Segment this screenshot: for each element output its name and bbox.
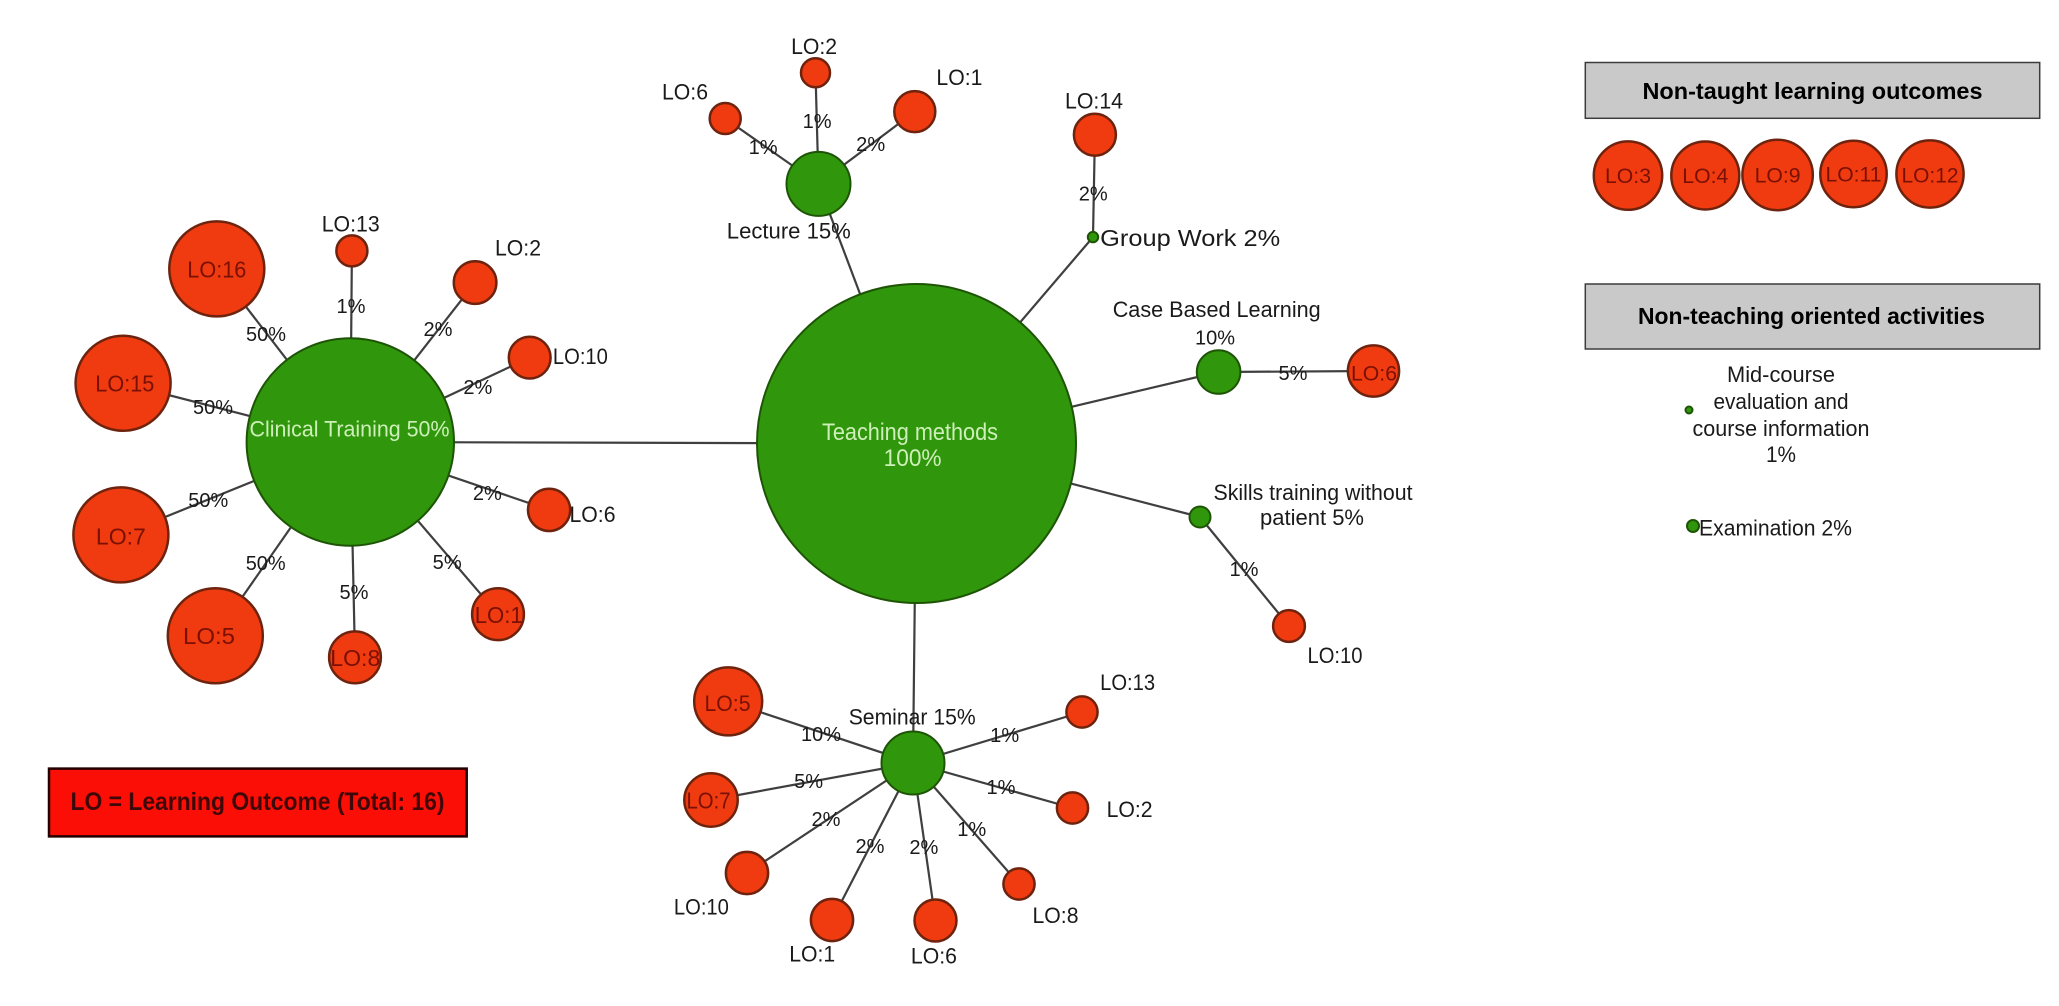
svg-text:Non-teaching oriented activiti: Non-teaching oriented activities xyxy=(1638,303,1985,329)
svg-text:LO:2: LO:2 xyxy=(1107,797,1153,822)
svg-text:50%: 50% xyxy=(246,324,286,346)
svg-text:LO:7: LO:7 xyxy=(96,524,146,550)
svg-text:Case Based Learning: Case Based Learning xyxy=(1113,297,1321,322)
svg-text:2%: 2% xyxy=(463,377,492,399)
svg-text:Non-taught learning outcomes: Non-taught learning outcomes xyxy=(1643,78,1983,104)
svg-text:10%: 10% xyxy=(801,724,841,746)
svg-text:LO:6: LO:6 xyxy=(570,502,616,527)
svg-text:LO:10: LO:10 xyxy=(553,344,608,369)
svg-text:5%: 5% xyxy=(340,582,369,604)
svg-text:LO:9: LO:9 xyxy=(1755,165,1801,188)
svg-text:LO:2: LO:2 xyxy=(791,34,837,59)
svg-text:LO:3: LO:3 xyxy=(1605,165,1651,188)
svg-text:LO:12: LO:12 xyxy=(1902,164,1959,187)
svg-text:1%: 1% xyxy=(1230,559,1259,581)
svg-text:LO:6: LO:6 xyxy=(911,944,957,969)
svg-text:2%: 2% xyxy=(424,319,453,341)
svg-text:50%: 50% xyxy=(193,397,233,419)
svg-text:LO:1: LO:1 xyxy=(936,65,982,90)
svg-text:Seminar 15%: Seminar 15% xyxy=(849,705,976,730)
svg-text:patient 5%: patient 5% xyxy=(1260,505,1364,530)
svg-text:LO = Learning Outcome (Total:: LO = Learning Outcome (Total: 16) xyxy=(71,788,445,816)
svg-text:LO:10: LO:10 xyxy=(1308,643,1363,668)
svg-text:LO:5: LO:5 xyxy=(705,691,751,716)
svg-text:LO:8: LO:8 xyxy=(330,645,380,671)
svg-text:50%: 50% xyxy=(188,490,228,512)
svg-text:2%: 2% xyxy=(909,837,938,859)
svg-text:Clinical Training 50%: Clinical Training 50% xyxy=(250,416,450,441)
svg-text:LO:10: LO:10 xyxy=(674,895,729,920)
svg-text:Teaching methods: Teaching methods xyxy=(822,419,998,446)
svg-text:1%: 1% xyxy=(749,137,778,159)
svg-text:1%: 1% xyxy=(803,111,832,133)
svg-text:Mid-course: Mid-course xyxy=(1727,362,1835,387)
svg-text:5%: 5% xyxy=(794,771,823,793)
svg-text:1%: 1% xyxy=(337,296,366,318)
svg-text:Group Work 2%: Group Work 2% xyxy=(1100,225,1280,251)
svg-text:LO:13: LO:13 xyxy=(322,212,380,237)
svg-text:100%: 100% xyxy=(884,445,942,472)
svg-text:LO:7: LO:7 xyxy=(687,788,731,814)
svg-text:2%: 2% xyxy=(1079,183,1108,205)
svg-text:LO:6: LO:6 xyxy=(662,80,708,105)
svg-text:LO:2: LO:2 xyxy=(495,236,541,261)
svg-text:LO:8: LO:8 xyxy=(1033,903,1079,928)
svg-text:evaluation and: evaluation and xyxy=(1714,389,1849,414)
svg-text:Skills training without: Skills training without xyxy=(1214,480,1413,505)
svg-text:1%: 1% xyxy=(1766,442,1796,467)
svg-text:5%: 5% xyxy=(1279,363,1308,385)
svg-text:LO:4: LO:4 xyxy=(1682,165,1728,188)
svg-text:LO:1: LO:1 xyxy=(789,942,835,967)
svg-text:LO:15: LO:15 xyxy=(95,371,154,397)
svg-text:50%: 50% xyxy=(246,553,286,575)
svg-text:LO:16: LO:16 xyxy=(187,257,246,283)
svg-text:1%: 1% xyxy=(990,725,1019,747)
svg-text:Examination 2%: Examination 2% xyxy=(1699,516,1852,541)
svg-text:2%: 2% xyxy=(856,134,885,156)
svg-text:1%: 1% xyxy=(987,777,1016,799)
svg-text:5%: 5% xyxy=(433,552,462,574)
svg-text:2%: 2% xyxy=(812,809,841,831)
svg-text:LO:1: LO:1 xyxy=(475,602,523,628)
svg-text:LO:11: LO:11 xyxy=(1826,164,1882,187)
svg-text:2%: 2% xyxy=(856,836,885,858)
svg-text:Lecture 15%: Lecture 15% xyxy=(727,219,851,244)
svg-text:10%: 10% xyxy=(1195,328,1235,350)
svg-text:1%: 1% xyxy=(957,819,986,841)
svg-text:LO:14: LO:14 xyxy=(1065,88,1123,113)
svg-text:LO:13: LO:13 xyxy=(1100,670,1155,695)
svg-text:LO:6: LO:6 xyxy=(1351,363,1397,386)
svg-text:2%: 2% xyxy=(473,483,502,505)
svg-text:course information: course information xyxy=(1693,416,1870,441)
svg-text:LO:5: LO:5 xyxy=(183,623,235,649)
